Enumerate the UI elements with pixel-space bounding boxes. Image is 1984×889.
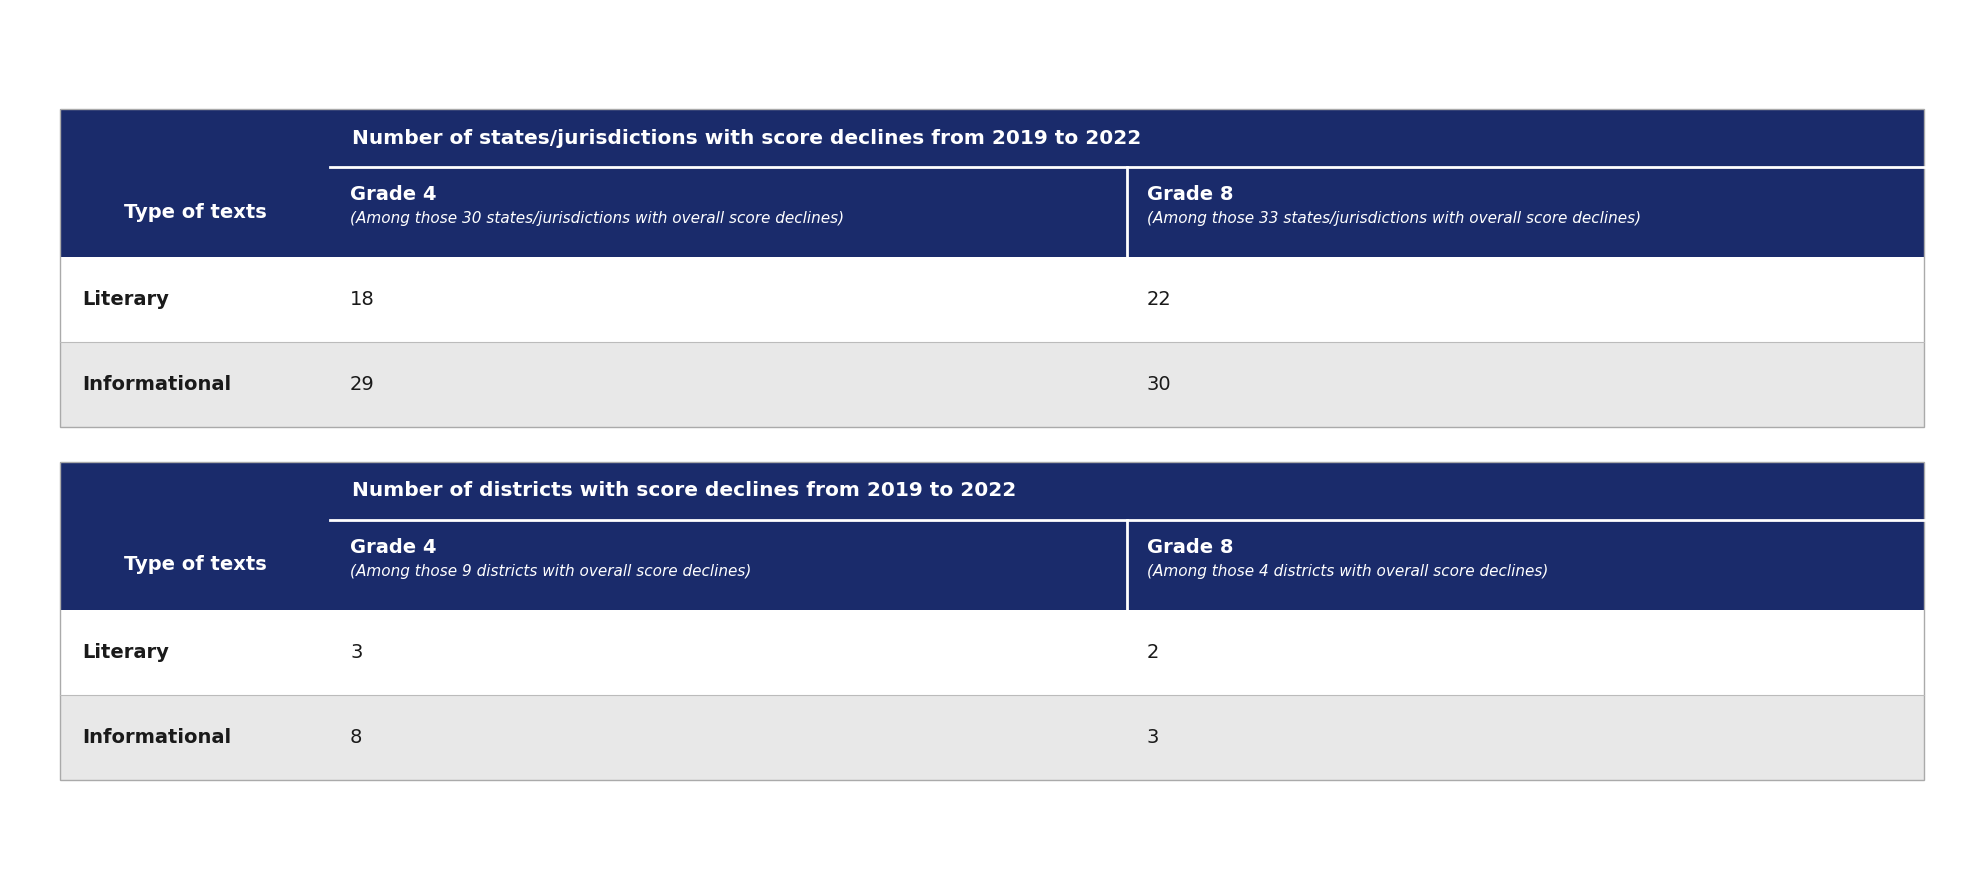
Text: 3: 3 (1147, 728, 1159, 747)
Text: 18: 18 (349, 290, 375, 309)
Text: Literary: Literary (81, 290, 169, 309)
FancyBboxPatch shape (329, 462, 1924, 520)
Text: Number of districts with score declines from 2019 to 2022: Number of districts with score declines … (351, 482, 1016, 501)
FancyBboxPatch shape (1127, 520, 1924, 610)
Text: 2: 2 (1147, 643, 1159, 662)
Text: Type of texts: Type of texts (123, 556, 266, 574)
FancyBboxPatch shape (60, 695, 1924, 780)
Text: Grade 4: Grade 4 (349, 538, 436, 557)
FancyBboxPatch shape (60, 342, 1924, 427)
Text: Literary: Literary (81, 643, 169, 662)
FancyBboxPatch shape (329, 520, 1127, 610)
FancyBboxPatch shape (60, 462, 329, 520)
FancyBboxPatch shape (60, 109, 329, 167)
Text: Informational: Informational (81, 728, 230, 747)
Text: Grade 8: Grade 8 (1147, 185, 1234, 204)
Text: Informational: Informational (81, 375, 230, 394)
FancyBboxPatch shape (60, 257, 1924, 342)
Text: (Among those 30 states/jurisdictions with overall score declines): (Among those 30 states/jurisdictions wit… (349, 211, 843, 226)
Text: 3: 3 (349, 643, 363, 662)
Text: Type of texts: Type of texts (123, 203, 266, 221)
FancyBboxPatch shape (60, 520, 329, 610)
Text: Number of states/jurisdictions with score declines from 2019 to 2022: Number of states/jurisdictions with scor… (351, 129, 1141, 148)
Text: 8: 8 (349, 728, 363, 747)
Text: (Among those 4 districts with overall score declines): (Among those 4 districts with overall sc… (1147, 564, 1548, 579)
FancyBboxPatch shape (60, 167, 329, 257)
Text: Grade 4: Grade 4 (349, 185, 436, 204)
FancyBboxPatch shape (329, 109, 1924, 167)
Text: 30: 30 (1147, 375, 1173, 394)
Text: 29: 29 (349, 375, 375, 394)
FancyBboxPatch shape (60, 610, 1924, 695)
Text: (Among those 9 districts with overall score declines): (Among those 9 districts with overall sc… (349, 564, 752, 579)
FancyBboxPatch shape (329, 167, 1127, 257)
Text: 22: 22 (1147, 290, 1173, 309)
Text: (Among those 33 states/jurisdictions with overall score declines): (Among those 33 states/jurisdictions wit… (1147, 211, 1641, 226)
FancyBboxPatch shape (1127, 167, 1924, 257)
Text: Grade 8: Grade 8 (1147, 538, 1234, 557)
